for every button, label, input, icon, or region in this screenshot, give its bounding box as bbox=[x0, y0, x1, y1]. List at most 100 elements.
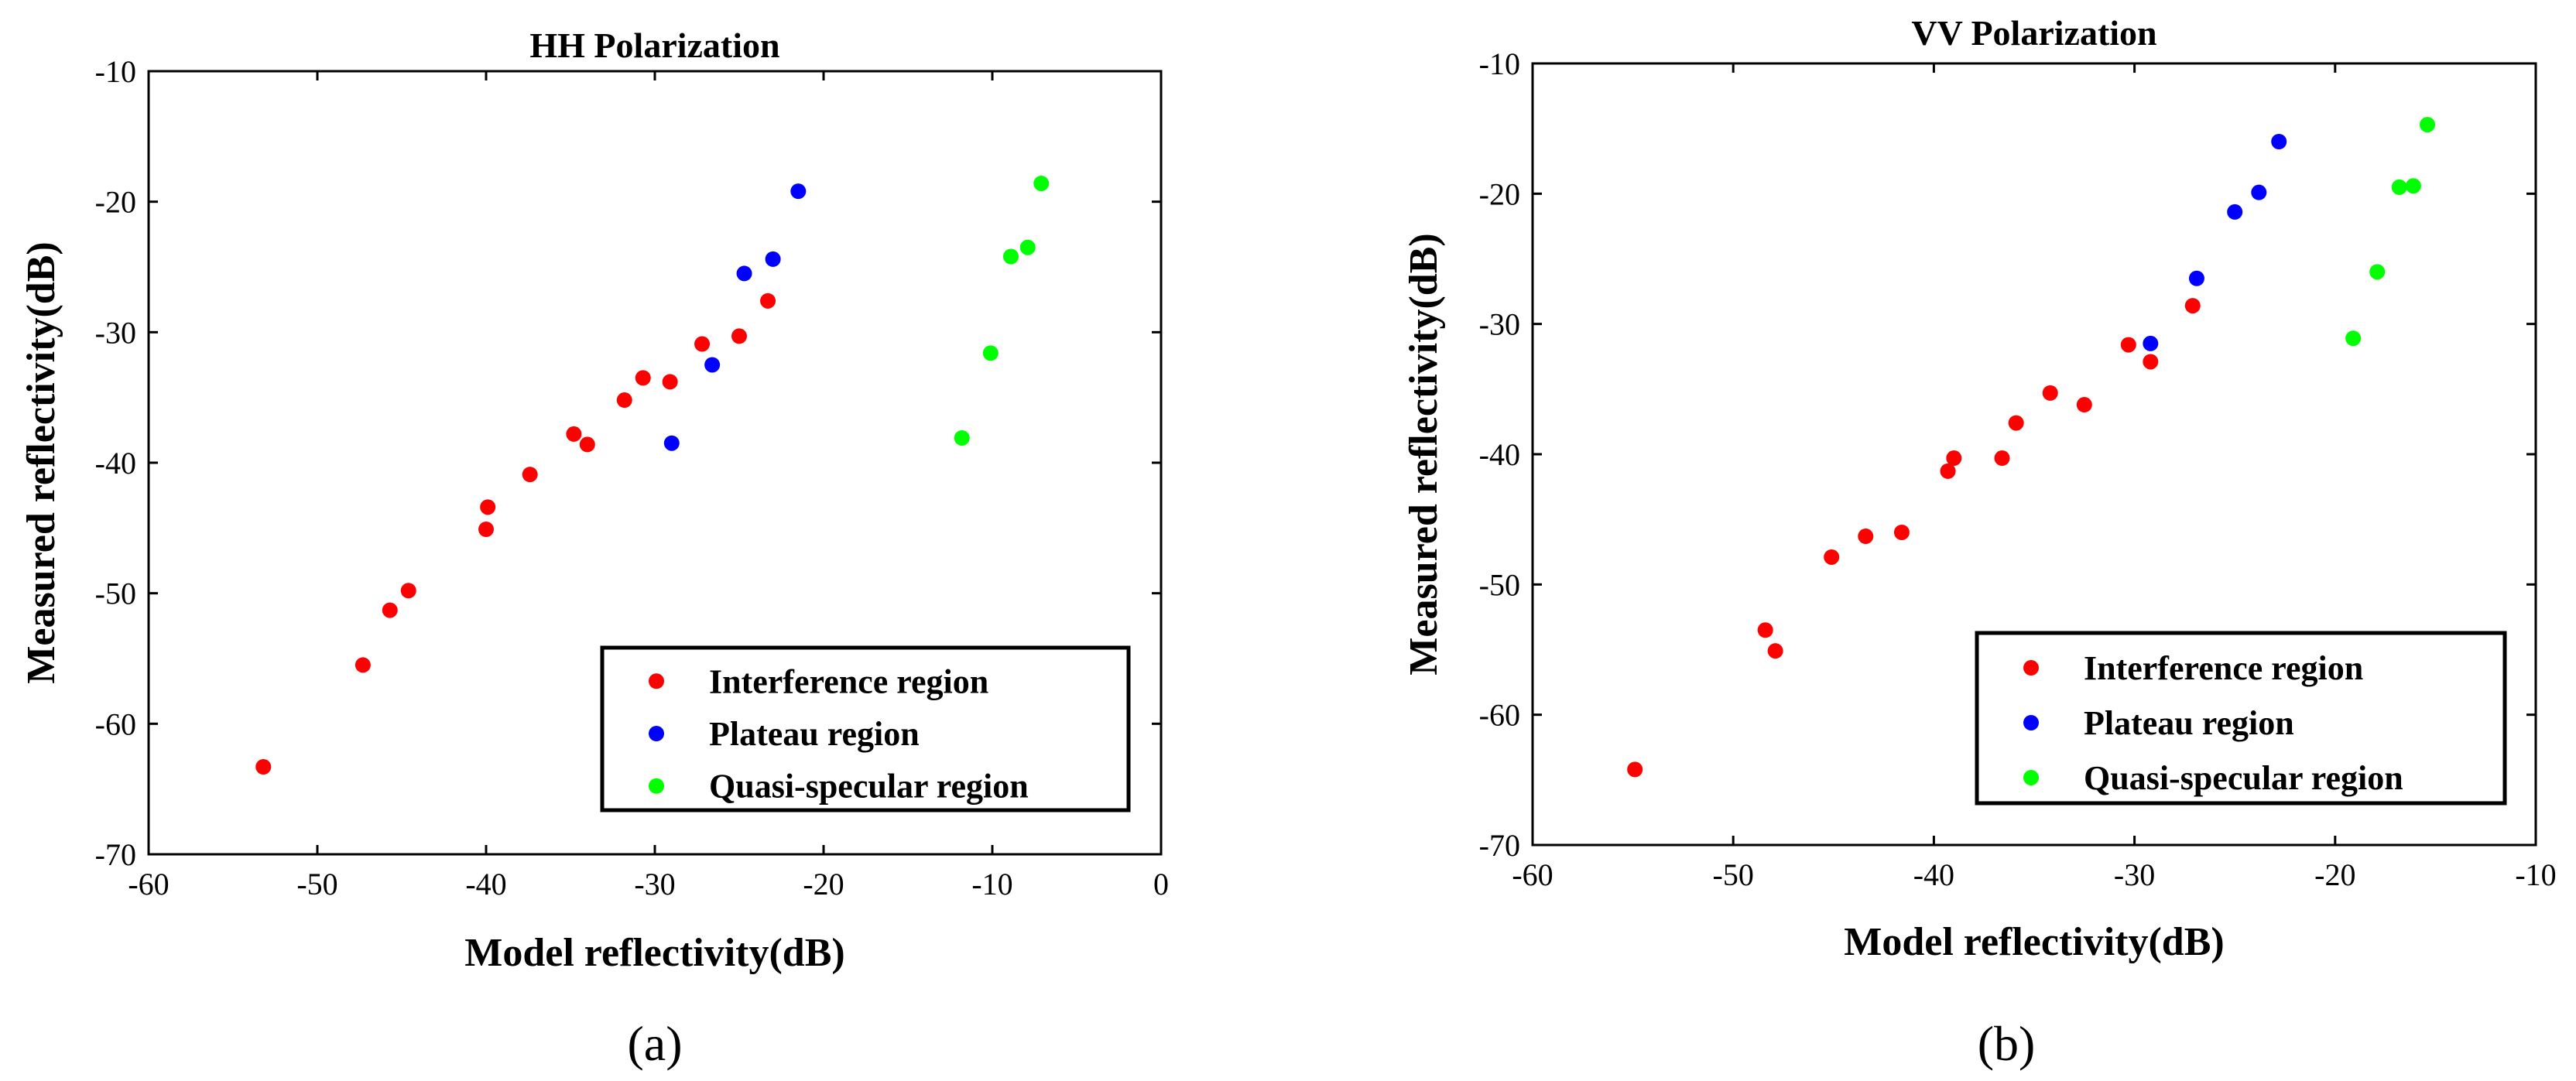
legend-marker bbox=[649, 778, 664, 794]
y-tick-label: -50 bbox=[1479, 567, 1520, 602]
series-plateau-region bbox=[663, 183, 807, 451]
y-tick-label: -60 bbox=[95, 706, 136, 741]
x-tick-label: -20 bbox=[2314, 857, 2355, 892]
x-tick-label: -20 bbox=[803, 867, 844, 901]
data-point-interference-region bbox=[616, 392, 632, 409]
data-point-quasi-specular-region bbox=[1002, 248, 1019, 265]
legend-label: Plateau region bbox=[709, 715, 920, 753]
data-point-interference-region bbox=[255, 758, 272, 775]
legend-label: Quasi-specular region bbox=[2084, 759, 2403, 797]
y-tick-label: -60 bbox=[1479, 698, 1520, 733]
y-tick-label: -10 bbox=[1479, 46, 1520, 81]
chart-vv-polarization: -60 -50 -40 -30 -20 -10-70-60-50-40-30-20-10V… bbox=[1402, 13, 2557, 1071]
chart-hh-polarization: -60 -50 -40 -30 -20 -10 0-70-60-50-40-30-20-10… bbox=[19, 26, 1169, 1071]
y-tick-label: -50 bbox=[95, 576, 136, 611]
data-point-interference-region bbox=[1767, 643, 1783, 659]
y-tick-label: -40 bbox=[1479, 437, 1520, 472]
data-point-quasi-specular-region bbox=[982, 345, 999, 361]
figure-caption: (b) bbox=[1978, 1016, 2036, 1071]
x-tick-label: -10 bbox=[971, 867, 1012, 901]
data-point-interference-region bbox=[1893, 525, 1910, 540]
legend-label: Interference region bbox=[709, 662, 988, 700]
series-quasi-specular-region bbox=[954, 176, 1050, 446]
legend-marker bbox=[649, 673, 664, 689]
data-point-interference-region bbox=[1946, 450, 1962, 467]
data-point-plateau-region bbox=[2227, 204, 2243, 220]
data-point-interference-region bbox=[662, 374, 678, 390]
y-tick-label: -20 bbox=[1479, 176, 1520, 211]
y-axis-label: Measured reflectivity(dB) bbox=[19, 241, 63, 683]
data-point-interference-region bbox=[2143, 354, 2159, 370]
data-point-interference-region bbox=[1757, 622, 1773, 638]
y-tick-label: -40 bbox=[95, 446, 136, 481]
data-point-plateau-region bbox=[2271, 134, 2287, 149]
data-point-interference-region bbox=[382, 602, 398, 618]
data-point-quasi-specular-region bbox=[1019, 239, 1036, 255]
series-interference-region bbox=[255, 292, 776, 775]
x-tick-label: -30 bbox=[2114, 857, 2155, 892]
data-point-interference-region bbox=[694, 336, 711, 352]
legend-marker bbox=[649, 726, 664, 741]
figure-caption: (a) bbox=[627, 1016, 682, 1071]
data-point-interference-region bbox=[2008, 415, 2024, 431]
data-point-quasi-specular-region bbox=[2345, 330, 2362, 347]
data-point-interference-region bbox=[1940, 463, 1956, 479]
data-point-interference-region bbox=[566, 426, 582, 442]
data-point-interference-region bbox=[1858, 529, 1874, 545]
data-point-interference-region bbox=[2184, 298, 2201, 314]
y-tick-label: -30 bbox=[95, 315, 136, 350]
y-tick-label: -20 bbox=[95, 185, 136, 220]
x-tick-label: -50 bbox=[296, 867, 337, 901]
legend-label: Quasi-specular region bbox=[709, 768, 1029, 806]
y-tick-label: -70 bbox=[95, 837, 136, 872]
data-point-interference-region bbox=[760, 292, 776, 309]
data-point-interference-region bbox=[400, 583, 416, 599]
data-point-plateau-region bbox=[790, 183, 807, 200]
x-tick-label: -40 bbox=[1913, 857, 1954, 892]
x-axis-label: Model reflectivity(dB) bbox=[464, 931, 844, 975]
y-tick-label: -30 bbox=[1479, 307, 1520, 342]
legend-label: Plateau region bbox=[2084, 704, 2294, 742]
data-point-quasi-specular-region bbox=[2420, 117, 2436, 133]
series-interference-region bbox=[1627, 298, 2201, 778]
data-point-plateau-region bbox=[704, 357, 721, 373]
data-point-interference-region bbox=[2042, 385, 2058, 401]
x-tick-label: 0 bbox=[1153, 867, 1169, 901]
data-point-plateau-region bbox=[2143, 335, 2159, 351]
data-point-quasi-specular-region bbox=[2369, 264, 2386, 280]
chart-title: VV Polarization bbox=[1911, 13, 2156, 53]
legend-box bbox=[1975, 631, 2507, 806]
data-point-plateau-region bbox=[663, 435, 680, 451]
x-tick-label: -60 bbox=[128, 867, 169, 901]
data-point-quasi-specular-region bbox=[2405, 178, 2421, 194]
data-point-interference-region bbox=[522, 467, 538, 483]
data-point-interference-region bbox=[2120, 337, 2136, 353]
data-point-plateau-region bbox=[2188, 270, 2204, 286]
legend-label: Interference region bbox=[2084, 649, 2363, 687]
y-tick-label: -10 bbox=[95, 54, 136, 89]
x-tick-label: -50 bbox=[1713, 857, 1754, 892]
series-quasi-specular-region bbox=[2345, 117, 2436, 347]
data-point-quasi-specular-region bbox=[954, 429, 970, 446]
data-point-interference-region bbox=[480, 499, 496, 515]
legend-marker bbox=[2023, 769, 2039, 785]
data-point-interference-region bbox=[1994, 450, 2010, 467]
legend: Interference region Plateau region Quasi-s… bbox=[600, 645, 1131, 812]
y-axis-label: Measured reflectivity(dB) bbox=[1402, 233, 1446, 675]
data-point-plateau-region bbox=[2251, 184, 2267, 200]
data-point-plateau-region bbox=[765, 251, 781, 267]
data-point-interference-region bbox=[355, 657, 371, 673]
data-point-interference-region bbox=[731, 328, 747, 344]
x-axis-label: Model reflectivity(dB) bbox=[1844, 920, 2224, 964]
x-tick-label: -40 bbox=[465, 867, 506, 901]
legend-box bbox=[600, 645, 1131, 812]
legend-marker bbox=[2023, 660, 2039, 676]
legend: Interference region Plateau region Quasi-s… bbox=[1975, 631, 2507, 806]
legend-marker bbox=[2023, 715, 2039, 730]
data-point-interference-region bbox=[1627, 761, 1643, 778]
data-point-interference-region bbox=[2076, 397, 2092, 413]
data-point-interference-region bbox=[1824, 549, 1840, 565]
x-tick-label: -10 bbox=[2515, 857, 2556, 892]
data-point-interference-region bbox=[478, 522, 494, 538]
